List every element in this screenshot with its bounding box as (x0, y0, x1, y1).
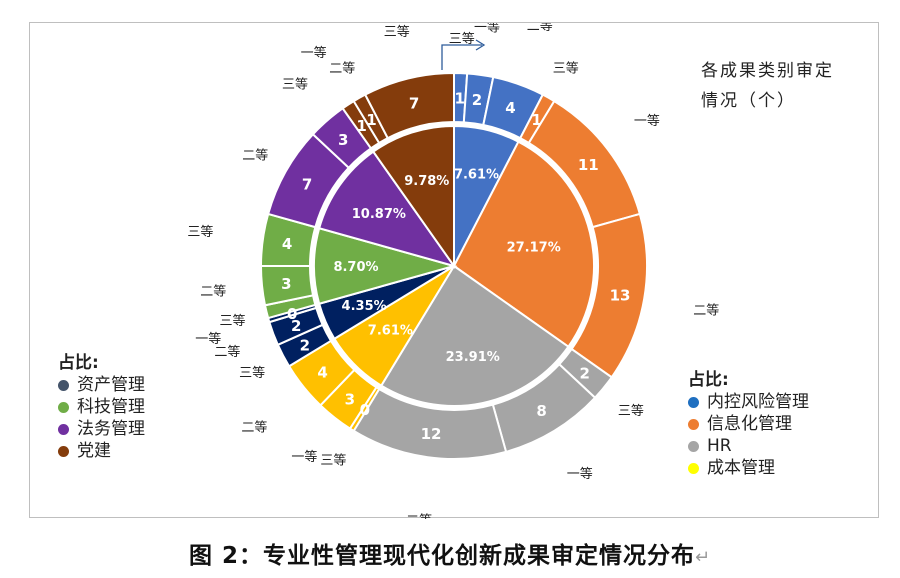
value-label: 12 (421, 425, 442, 443)
value-label: 2 (472, 91, 482, 109)
legend-right-title: 占比: (688, 370, 729, 390)
value-label: 7 (409, 94, 419, 112)
value-label: 4 (505, 99, 515, 117)
legend-swatch (58, 423, 69, 435)
value-label: 1 (366, 111, 376, 129)
grade-label: 三等 (239, 365, 265, 381)
value-label: 0 (360, 401, 370, 419)
value-label: 1 (531, 111, 541, 129)
legend-label: 法务管理 (77, 419, 145, 439)
value-label: 1 (455, 90, 465, 108)
value-label: 11 (578, 156, 599, 174)
legend-swatch (688, 440, 699, 452)
leader-line (441, 44, 482, 70)
legend-item: 成本管理 (688, 457, 809, 479)
grade-label: 三等 (187, 224, 213, 240)
legend-label: 科技管理 (77, 397, 145, 417)
inner-slice (317, 150, 457, 268)
percent-label: 7.61% (368, 324, 413, 339)
legend-item: 法务管理 (58, 418, 145, 440)
legend-label: 成本管理 (707, 458, 775, 478)
legend-item: 科技管理 (58, 396, 145, 418)
grade-label: 二等 (242, 147, 268, 163)
figure-caption: 图 2：专业性管理现代化创新成果审定情况分布↵ (0, 536, 900, 570)
percent-label: 10.87% (352, 207, 406, 222)
value-label: 8 (536, 402, 546, 420)
grade-label: 二等 (241, 419, 267, 435)
value-label: 0 (287, 305, 297, 323)
value-label: 4 (317, 363, 327, 381)
legend-right: 占比: 内控风险管理 信息化管理 HR 成本管理 (688, 369, 809, 479)
donut-chart: 7.61% 27.17% 23.91% 7.61% 4.35% 8.70% 10.87% 9.… (187, 23, 719, 519)
legend-item: 资产管理 (58, 374, 145, 396)
value-label: 2 (300, 336, 310, 354)
grade-label: 二等 (693, 302, 719, 318)
value-label: 2 (291, 317, 301, 335)
chart-title: 各成果类别审定 情况（个） (701, 61, 834, 111)
grade-label: 三等 (219, 313, 245, 329)
legend-item: 内控风险管理 (688, 391, 809, 413)
legend-swatch (58, 401, 69, 413)
legend-label: 信息化管理 (707, 414, 792, 434)
inner-slice (452, 140, 595, 349)
value-label: 2 (579, 364, 589, 382)
grade-label: 二等 (329, 60, 355, 76)
percent-label: 7.61% (454, 168, 499, 183)
grade-label: 三等 (282, 77, 308, 93)
value-label: 3 (281, 275, 291, 293)
grade-label: 三等 (618, 403, 644, 419)
grade-label: 三等 (384, 24, 410, 40)
grade-label: 一等 (567, 466, 593, 482)
value-label: 4 (282, 235, 292, 253)
legend-label: HR (707, 436, 732, 456)
value-label: 3 (338, 131, 348, 149)
value-label: 3 (345, 390, 355, 408)
inner-slice (379, 264, 570, 407)
grade-label: 三等 (449, 31, 475, 47)
percent-label: 8.70% (333, 260, 378, 275)
value-label: 13 (610, 287, 631, 305)
legend-label: 资产管理 (77, 375, 145, 395)
grade-label: 二等 (406, 513, 432, 519)
inner-slice (371, 124, 455, 270)
outer-segment (363, 71, 455, 140)
grade-label: 二等 (200, 284, 226, 300)
legend-swatch (688, 418, 699, 430)
grade-label: 二等 (214, 344, 240, 360)
grade-label: 三等 (320, 452, 346, 468)
legend-swatch (58, 445, 69, 457)
legend-item: HR (688, 435, 809, 457)
grade-label: 一等 (474, 23, 500, 35)
percent-label: 4.35% (342, 299, 387, 314)
grade-label: 一等 (195, 331, 221, 347)
return-mark-icon: ↵ (694, 547, 712, 568)
legend-item: 党建 (58, 440, 145, 462)
value-label: 1 (356, 117, 366, 135)
legend-item: 信息化管理 (688, 413, 809, 435)
legend-left-title: 占比: (58, 353, 99, 373)
legend-swatch (688, 396, 699, 408)
legend-label: 内控风险管理 (707, 392, 809, 412)
legend-label: 党建 (77, 441, 111, 461)
grade-label: 一等 (301, 45, 327, 61)
chart-frame: 7.61% 27.17% 23.91% 7.61% 4.35% 8.70% 10.87% 9.… (29, 22, 879, 519)
percent-label: 27.17% (507, 241, 561, 256)
grade-label: 三等 (553, 60, 579, 76)
value-label: 7 (302, 175, 312, 193)
legend-swatch (688, 462, 699, 474)
grade-label: 一等 (634, 113, 660, 129)
grade-label: 一等 (291, 449, 317, 465)
percent-label: 9.78% (404, 174, 449, 189)
caption-text: 图 2：专业性管理现代化创新成果审定情况分布 (188, 543, 695, 569)
percent-label: 23.91% (446, 350, 500, 365)
legend-left: 占比: 资产管理 科技管理 法务管理 党建 (58, 352, 145, 462)
legend-swatch (58, 379, 69, 391)
grade-label: 二等 (527, 23, 553, 34)
arrowhead-icon (475, 39, 486, 51)
